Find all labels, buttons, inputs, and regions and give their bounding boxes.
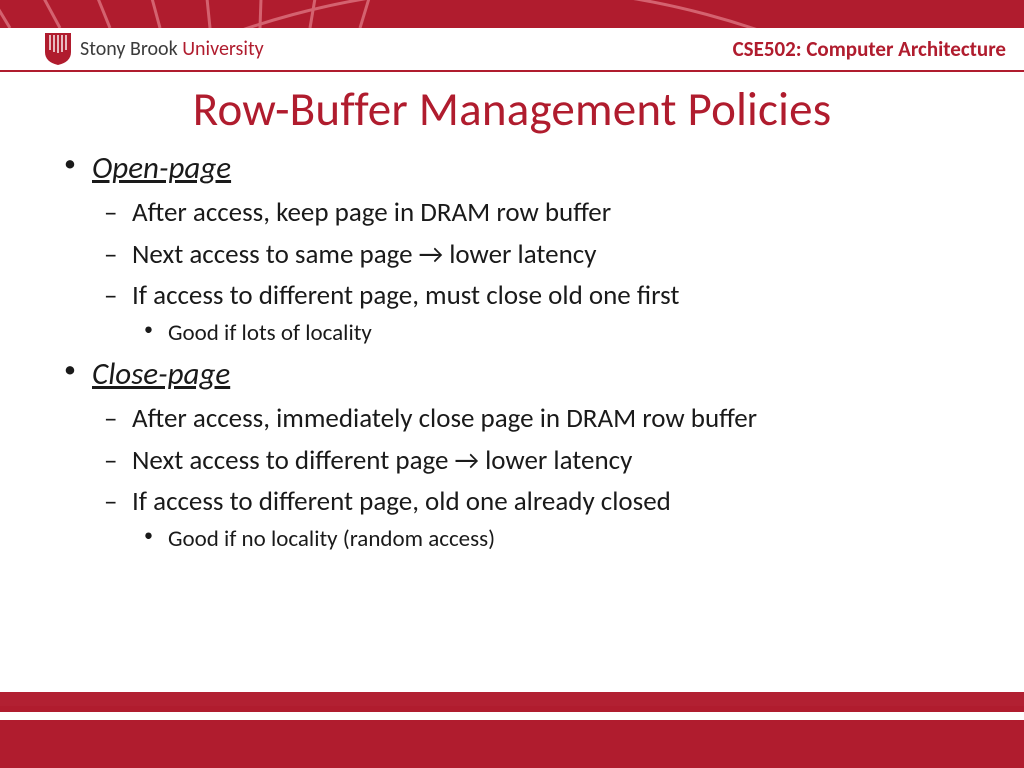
point: After access, immediately close page in … bbox=[92, 401, 974, 437]
sub-points: Good if lots of locality bbox=[132, 318, 974, 348]
sunburst-pattern bbox=[0, 0, 1024, 28]
course-label: CSE502: Computer Architecture bbox=[733, 36, 1006, 62]
point-text: If access to different page, old one alr… bbox=[132, 485, 671, 518]
policy-name: Open-page bbox=[92, 149, 231, 187]
policy-name: Close-page bbox=[92, 355, 230, 393]
shield-icon bbox=[44, 32, 72, 66]
policy-item: Close-page After access, immediately clo… bbox=[50, 354, 974, 554]
point: If access to different page, must close … bbox=[92, 278, 974, 348]
sub-point: Good if no locality (random access) bbox=[132, 524, 974, 554]
university-logo-block: Stony Brook University bbox=[44, 32, 264, 66]
slide-body: Open-page After access, keep page in DRA… bbox=[0, 138, 1024, 554]
point: Next access to different page → lower la… bbox=[92, 443, 974, 479]
sub-point: Good if lots of locality bbox=[132, 318, 974, 348]
policy-item: Open-page After access, keep page in DRA… bbox=[50, 148, 974, 348]
bottom-band-gap bbox=[0, 712, 1024, 720]
university-name-part1: Stony Brook bbox=[80, 37, 178, 61]
top-decorative-band bbox=[0, 0, 1024, 28]
university-name: Stony Brook University bbox=[80, 37, 264, 61]
point: After access, keep page in DRAM row buff… bbox=[92, 195, 974, 231]
point: If access to different page, old one alr… bbox=[92, 484, 974, 554]
university-name-part2: University bbox=[182, 37, 264, 61]
point-text: If access to different page, must close … bbox=[132, 279, 679, 312]
header-bar: Stony Brook University CSE502: Computer … bbox=[0, 28, 1024, 72]
sub-points: Good if no locality (random access) bbox=[132, 524, 974, 554]
policy-points: After access, immediately close page in … bbox=[92, 401, 974, 554]
policy-points: After access, keep page in DRAM row buff… bbox=[92, 195, 974, 348]
policy-list: Open-page After access, keep page in DRA… bbox=[50, 148, 974, 554]
slide-title: Row-Buffer Management Policies bbox=[0, 80, 1024, 138]
point: Next access to same page → lower latency bbox=[92, 237, 974, 273]
